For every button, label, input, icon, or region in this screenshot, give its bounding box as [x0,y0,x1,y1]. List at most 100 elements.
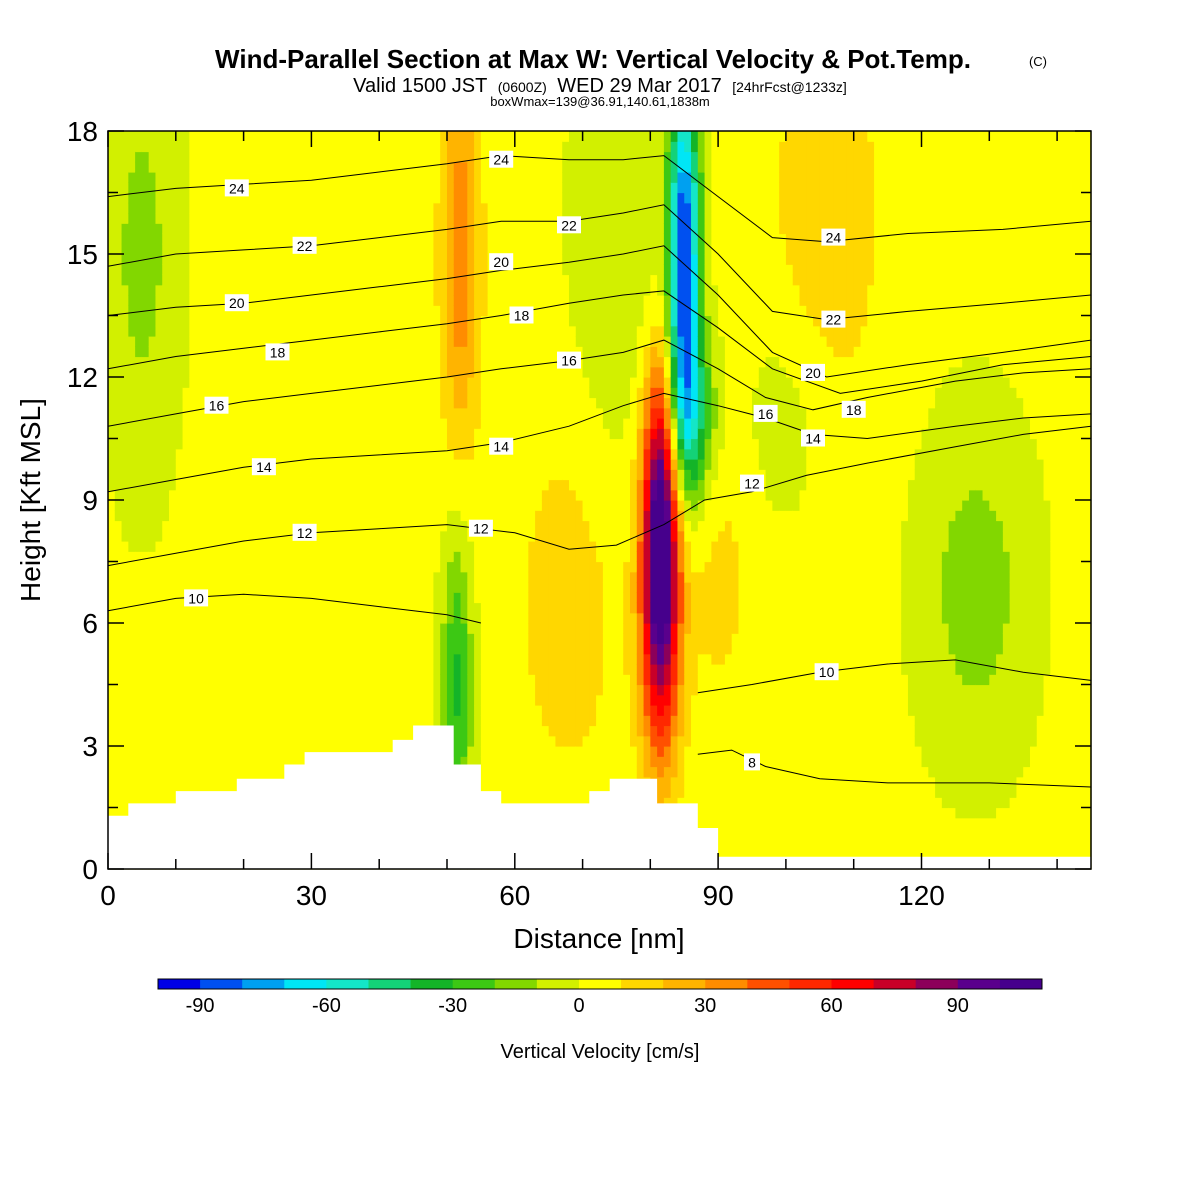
heatmap-cell [460,705,468,716]
heatmap-cell [250,264,258,276]
heatmap-cell [230,592,238,604]
heatmap-cell [216,448,224,460]
heatmap-cell [433,377,441,388]
heatmap-cell [257,295,265,306]
heatmap-cell [331,520,340,532]
heatmap-cell [365,602,373,614]
heatmap-cell [236,356,245,368]
heatmap-cell [487,725,496,737]
heatmap-cell [345,643,353,655]
heatmap-cell [121,551,129,563]
heatmap-cell [399,274,407,286]
heatmap-cell [324,469,333,481]
heatmap-cell [460,366,468,378]
heatmap-cell [399,397,407,409]
heatmap-cell [175,582,184,593]
heatmap-cell [338,131,346,142]
heatmap-cell [440,674,448,686]
heatmap-cell [467,479,475,491]
heatmap-cell [297,161,306,173]
heatmap-cell [446,571,455,583]
heatmap-cell [135,459,143,470]
heatmap-cell [453,151,462,163]
heatmap-cell [406,469,414,481]
heatmap-cell [385,623,394,634]
heatmap-cell [230,520,238,532]
heatmap-cell [182,172,190,183]
heatmap-cell [230,233,238,245]
heatmap-cell [494,592,502,604]
heatmap-cell [141,233,150,245]
heatmap-cell [169,151,177,163]
heatmap-cell [419,561,428,573]
heatmap-cell [385,469,394,481]
heatmap-cell [453,213,462,224]
heatmap-cell [372,407,380,419]
heatmap-cell [257,202,265,214]
heatmap-cell [216,510,224,522]
heatmap-cell [480,202,489,214]
heatmap-cell [460,479,468,491]
heatmap-cell [352,510,360,522]
heatmap-cell [406,141,414,153]
heatmap-cell [257,735,265,747]
heatmap-cell [331,418,340,429]
heatmap-cell [514,715,523,727]
heatmap-cell [209,295,218,306]
heatmap-cell [189,612,197,624]
heatmap-cell [223,489,231,501]
heatmap-cell [128,274,136,286]
heatmap-cell [467,356,475,368]
heatmap-cell [501,356,509,368]
heatmap-cell [338,643,346,655]
heatmap-cell [440,582,448,593]
heatmap-cell [562,284,570,296]
heatmap-cell [514,766,523,778]
heatmap-cell [182,725,190,737]
heatmap-cell [189,325,197,337]
heatmap-cell [216,725,224,737]
heatmap-cell [528,336,536,347]
heatmap-cell [169,428,177,440]
heatmap-cell [297,172,306,183]
heatmap-cell [175,694,184,706]
heatmap-cell [494,684,502,696]
heatmap-cell [548,141,557,153]
heatmap-cell [263,541,272,552]
heatmap-cell [250,489,258,501]
heatmap-cell [108,571,116,583]
heatmap-cell [501,725,509,737]
heatmap-cell [202,623,211,634]
heatmap-cell [460,551,468,563]
heatmap-cell [135,551,143,563]
heatmap-cell [182,571,190,583]
heatmap-cell [169,592,177,604]
heatmap-cell [121,756,129,768]
heatmap-cell [446,602,455,614]
heatmap-cell [202,664,211,675]
heatmap-cell [304,664,312,675]
heatmap-cell [419,684,428,696]
heatmap-cell [487,715,496,727]
heatmap-cell [548,377,557,388]
heatmap-cell [324,489,333,501]
heatmap-cell [535,582,543,593]
heatmap-cell [108,397,116,409]
heatmap-cell [535,705,543,716]
heatmap-cell [250,274,258,286]
heatmap-cell [568,766,577,778]
heatmap-cell [365,643,373,655]
heatmap-cell [311,182,319,194]
heatmap-cell [141,725,150,737]
heatmap-cell [216,766,224,778]
heatmap-cell [379,725,387,737]
heatmap-cell [270,735,279,747]
heatmap-cell [379,407,387,419]
heatmap-cell [230,684,238,696]
heatmap-cell [385,387,394,399]
heatmap-cell [440,182,448,194]
heatmap-cell [494,746,502,757]
heatmap-cell [541,705,550,716]
heatmap-cell [440,438,448,450]
heatmap-cell [155,366,163,378]
